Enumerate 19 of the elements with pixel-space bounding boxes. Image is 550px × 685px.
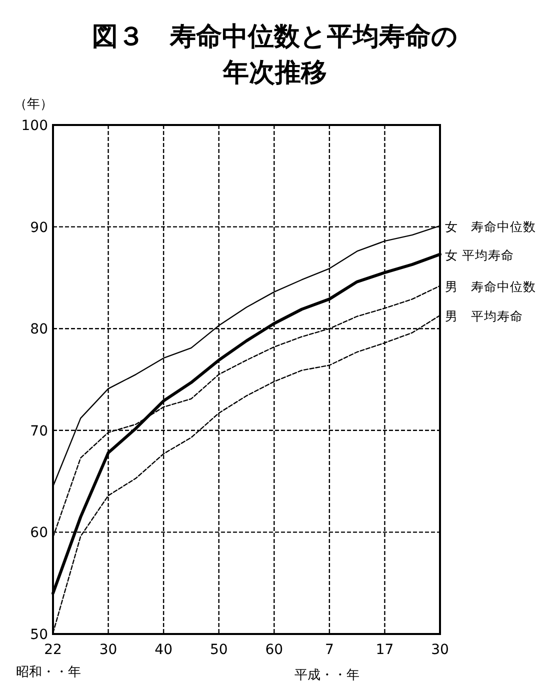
xtick: 60 bbox=[265, 642, 284, 658]
ytick: 100 bbox=[21, 118, 48, 134]
annotation: 昭和・・年 bbox=[16, 665, 81, 680]
title: 図３ 寿命中位数と平均寿命の bbox=[92, 22, 458, 52]
title: 年次推移 bbox=[223, 58, 327, 88]
xtick: 30 bbox=[99, 642, 118, 658]
xtick: 22 bbox=[44, 642, 62, 658]
ytick: 60 bbox=[30, 525, 48, 542]
ytick: 80 bbox=[30, 322, 48, 338]
ylabel: （年） bbox=[14, 97, 53, 112]
xtick: 7 bbox=[324, 642, 334, 658]
ytick: 90 bbox=[30, 220, 48, 236]
xtick: 50 bbox=[210, 642, 228, 658]
xtick: 17 bbox=[376, 642, 394, 658]
xtick: 30 bbox=[431, 642, 449, 658]
xtick: 40 bbox=[154, 642, 172, 658]
ytick: 50 bbox=[30, 627, 48, 643]
ytick: 70 bbox=[30, 423, 48, 440]
annotation: 平成・・年 bbox=[294, 668, 360, 683]
